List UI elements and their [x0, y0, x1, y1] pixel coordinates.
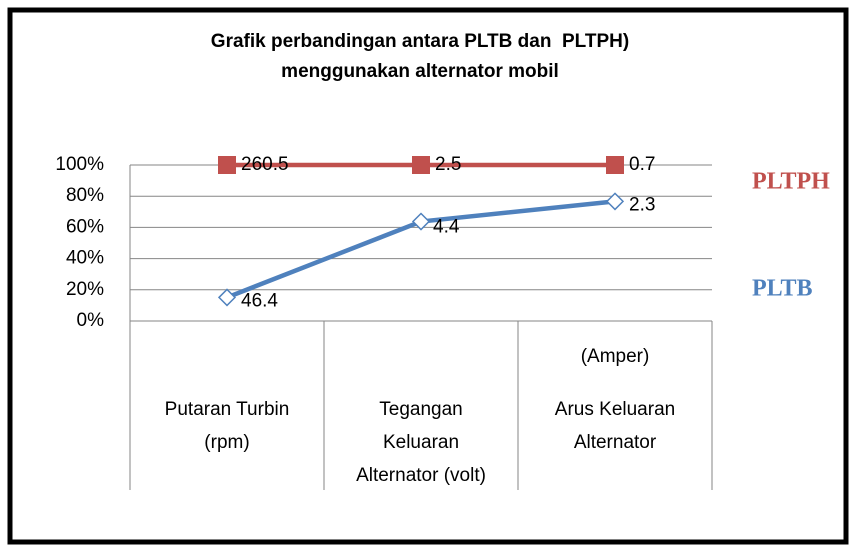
- marker: [605, 192, 625, 211]
- x-tick-label: Arus Keluaran: [555, 399, 675, 420]
- y-tick-label: 80%: [66, 185, 104, 206]
- marker: [411, 212, 431, 231]
- y-tick-label: 100%: [55, 154, 104, 175]
- data-label: 46.4: [241, 290, 278, 311]
- data-label: 2.3: [629, 194, 655, 215]
- data-label: 0.7: [629, 154, 655, 175]
- y-tick-label: 60%: [66, 216, 104, 237]
- x-tick-label: Tegangan: [379, 399, 462, 420]
- marker: [606, 156, 624, 174]
- y-tick-label: 40%: [66, 248, 104, 269]
- chart-title: Grafik perbandingan antara PLTB dan PLTP…: [211, 31, 629, 52]
- marker: [217, 288, 237, 307]
- chart-title: menggunakan alternator mobil: [281, 61, 559, 82]
- y-tick-label: 0%: [77, 310, 105, 331]
- y-tick-label: 20%: [66, 279, 104, 300]
- data-label: 260.5: [241, 154, 289, 175]
- x-tick-label: Alternator (volt): [356, 465, 486, 486]
- x-tick-label: (Amper): [581, 346, 650, 367]
- data-label: 2.5: [435, 154, 461, 175]
- x-tick-label: Alternator: [574, 432, 657, 453]
- data-label: 4.4: [433, 217, 460, 238]
- marker: [218, 156, 236, 174]
- x-tick-label: Keluaran: [383, 432, 459, 453]
- legend-label: PLTB: [752, 276, 812, 302]
- legend-label: PLTPH: [752, 169, 830, 195]
- x-tick-label: Putaran Turbin: [165, 399, 290, 420]
- marker: [412, 156, 430, 174]
- chart-frame: [7, 7, 849, 545]
- x-tick-label: (rpm): [204, 432, 249, 453]
